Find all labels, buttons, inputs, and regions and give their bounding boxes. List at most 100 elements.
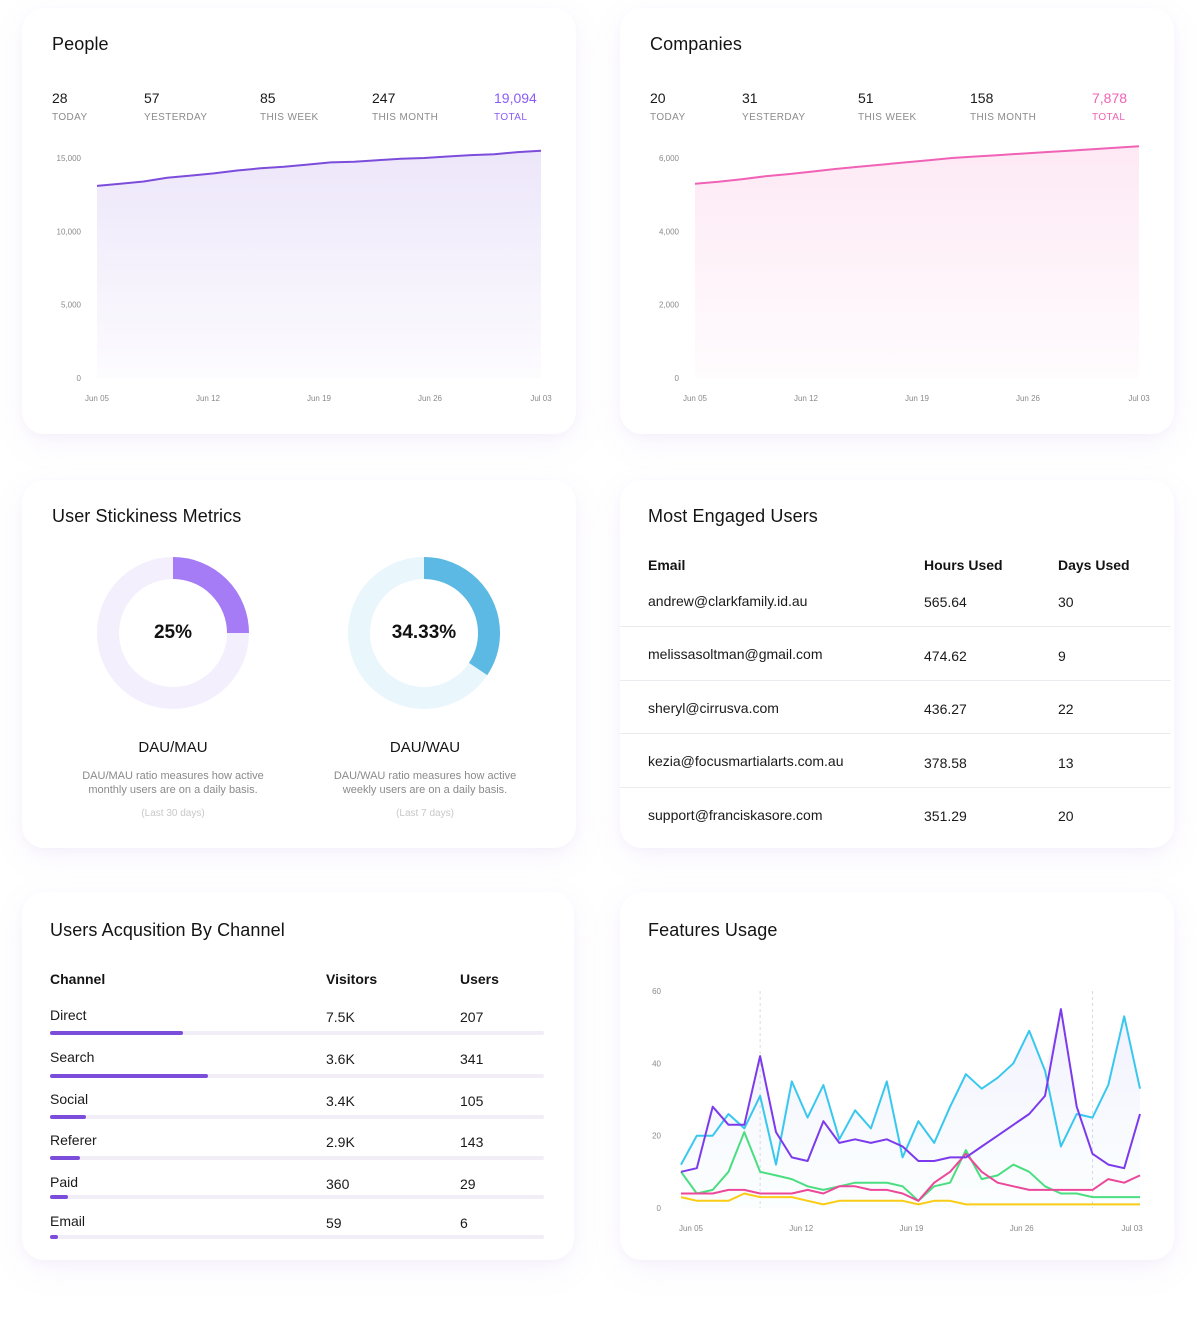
stat-label: THIS WEEK: [260, 112, 319, 123]
people-title: People: [52, 34, 109, 54]
features-card: Features Usage 0 20 40 60 Jun 05 Jun 12 Jun 19…: [620, 892, 1174, 1260]
share-bar-track: [50, 1235, 544, 1239]
metric-name: DAU/WAU: [389, 739, 461, 756]
x-tick-label: Jul 03: [1128, 394, 1150, 403]
email-cell: sheryl@cirrusva.com: [648, 700, 779, 716]
stat-value: 57: [144, 90, 160, 106]
share-bar-fill: [50, 1156, 80, 1160]
column-header-days: Days Used: [1058, 557, 1130, 573]
donut-fill: [348, 557, 500, 709]
channel-cell: Social: [50, 1091, 89, 1107]
companies-card: Companies 20 TODAY 31 YESTERDAY 51 THIS …: [620, 8, 1174, 434]
metric-description: DAU/MAU ratio measures how active monthl…: [53, 769, 293, 797]
share-bar-fill: [50, 1235, 58, 1239]
users-cell: 6: [460, 1215, 468, 1231]
visitors-cell: 3.6K: [326, 1051, 355, 1067]
companies-stat-total: 7,878 TOTAL: [1092, 90, 1127, 123]
x-tick-label: Jun 19: [899, 1224, 924, 1233]
users-cell: 341: [460, 1051, 484, 1067]
y-tick-label: 10,000: [57, 227, 82, 236]
x-tick-label: Jun 12: [196, 394, 221, 403]
engaged-users-title: Most Engaged Users: [648, 506, 818, 526]
users-cell: 143: [460, 1134, 484, 1150]
channel-cell: Search: [50, 1049, 95, 1065]
people-stat-total: 19,094 TOTAL: [494, 90, 537, 123]
share-bar-fill: [50, 1115, 86, 1119]
acquisition-title: Users Acqusition By Channel: [50, 920, 285, 940]
channel-cell: Paid: [50, 1174, 79, 1190]
share-bar-track: [50, 1031, 544, 1035]
people-area-chart: 0 5,000 10,000 15,000 Jun 05 Jun 12 Jun 19 Jun …: [57, 149, 552, 403]
column-header-email: Email: [648, 557, 686, 573]
engaged-users-card: Most Engaged Users Email Hours Used Days…: [620, 480, 1174, 848]
users-cell: 207: [460, 1009, 484, 1025]
stat-label: THIS MONTH: [372, 112, 439, 123]
x-tick-label: Jun 26: [1016, 394, 1041, 403]
share-bar-track: [50, 1074, 544, 1078]
stat-label: THIS MONTH: [970, 112, 1037, 123]
features-title: Features Usage: [648, 920, 778, 940]
donut-fill: [97, 557, 249, 709]
column-header-channel: Channel: [50, 971, 106, 987]
y-tick-label: 15,000: [57, 154, 82, 163]
row-divider: [620, 733, 1171, 734]
stickiness-card: User Stickiness Metrics 25% DAU/MAU DAU/…: [22, 480, 576, 848]
row-divider: [620, 680, 1171, 681]
y-tick-label: 5,000: [61, 301, 82, 310]
series-line-purple: [680, 1008, 1141, 1173]
x-tick-label: Jun 19: [905, 394, 930, 403]
x-tick-label: Jun 19: [307, 394, 332, 403]
x-tick-label: Jul 03: [1121, 1224, 1143, 1233]
y-tick-label: 2,000: [659, 301, 680, 310]
description-line: weekly users are on a daily basis.: [342, 784, 508, 796]
x-tick-label: Jun 05: [85, 394, 110, 403]
share-bar-track: [50, 1115, 544, 1119]
channel-cell: Direct: [50, 1007, 87, 1023]
stat-value: 85: [260, 90, 276, 106]
companies-stat-this-week: 51 THIS WEEK: [858, 90, 917, 123]
y-tick-label: 6,000: [659, 154, 680, 163]
x-tick-label: Jun 12: [794, 394, 819, 403]
hours-cell: 565.64: [924, 594, 967, 610]
hours-cell: 474.62: [924, 648, 967, 664]
stat-value: 51: [858, 90, 874, 106]
stat-value: 158: [970, 90, 994, 106]
column-header-visitors: Visitors: [326, 971, 378, 987]
share-bar-fill: [50, 1031, 183, 1035]
metric-description: DAU/WAU ratio measures how active weekly…: [305, 769, 545, 797]
visitors-cell: 7.5K: [326, 1009, 355, 1025]
email-cell: andrew@clarkfamily.id.au: [648, 593, 808, 609]
days-cell: 9: [1058, 648, 1066, 664]
stat-value: 31: [742, 90, 758, 106]
y-tick-label: 4,000: [659, 227, 680, 236]
hours-cell: 351.29: [924, 808, 967, 824]
series-line-green: [680, 1131, 1140, 1202]
metric-range: (Last 7 days): [396, 808, 454, 819]
stat-label: YESTERDAY: [742, 112, 806, 123]
metric-range: (Last 30 days): [141, 808, 205, 819]
days-cell: 20: [1058, 808, 1074, 824]
description-line: monthly users are on a daily basis.: [88, 784, 258, 796]
companies-stat-yesterday: 31 YESTERDAY: [742, 90, 805, 123]
y-tick-label: 40: [652, 1059, 661, 1068]
stat-value: 20: [650, 90, 666, 106]
stat-value: 247: [372, 90, 396, 106]
stat-label: TODAY: [650, 112, 686, 123]
visitors-cell: 59: [326, 1215, 342, 1231]
people-stat-this-week: 85 THIS WEEK: [260, 90, 319, 123]
area-fill: [695, 146, 1139, 378]
y-tick-label: 20: [652, 1132, 661, 1141]
visitors-cell: 360: [326, 1176, 350, 1192]
series-line: [96, 149, 542, 187]
share-bar-track: [50, 1156, 544, 1160]
visitors-cell: 3.4K: [326, 1093, 355, 1109]
email-cell: melissasoltman@gmail.com: [648, 646, 823, 662]
area-fill: [97, 150, 541, 378]
stat-label: YESTERDAY: [144, 112, 208, 123]
dau-wau-donut: 34.33%: [347, 556, 501, 710]
companies-stat-this-month: 158 THIS MONTH: [970, 90, 1036, 123]
stat-value: 19,094: [494, 90, 537, 106]
stickiness-title: User Stickiness Metrics: [52, 506, 242, 526]
donut-percentage: 34.33%: [391, 622, 457, 643]
stat-label: TOTAL: [494, 112, 528, 123]
